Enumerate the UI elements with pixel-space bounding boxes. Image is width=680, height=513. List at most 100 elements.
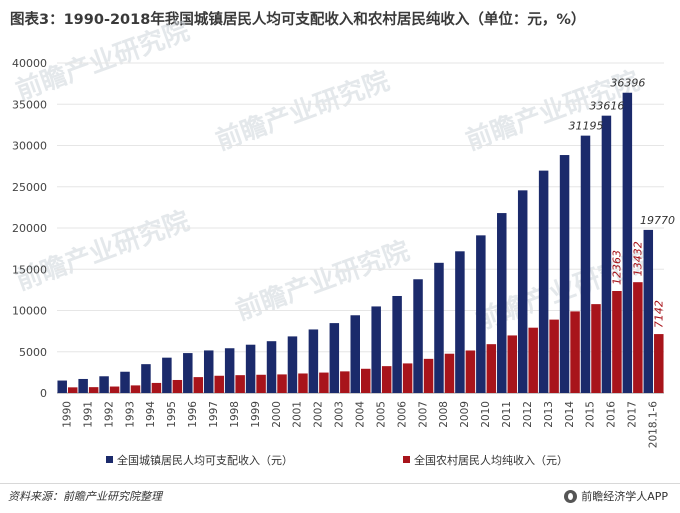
x-tick-label: 2007 [417, 401, 429, 428]
x-tick-label: 1990 [61, 401, 73, 428]
data-label-rural: 13432 [631, 241, 644, 276]
bar-urban [308, 329, 319, 393]
bar-rural [423, 358, 434, 393]
x-axis: 1990 1991 1992 1993 1994 1995 1996 1997 1998 1999… [61, 401, 659, 449]
x-tick-label: 2002 [313, 401, 325, 428]
legend: 全国城镇居民人均可支配收入（元） 全国农村居民人均纯收入（元） [106, 453, 568, 467]
bar-rural [444, 353, 455, 393]
x-tick-label: 1996 [187, 401, 199, 428]
bar-urban [476, 235, 486, 393]
bar-urban [497, 213, 507, 393]
bar-urban [99, 376, 109, 393]
bar-rural [381, 366, 392, 393]
bar-urban [245, 344, 256, 393]
legend-swatch-rural [403, 456, 410, 463]
bar-rural [633, 282, 643, 393]
bar-urban [120, 371, 130, 393]
bar-urban [266, 341, 277, 393]
bar-rural [214, 375, 224, 393]
bar-urban [622, 92, 633, 393]
y-tick-label: 35000 [12, 98, 47, 111]
bar-urban [183, 353, 193, 393]
bar-rural [67, 387, 78, 393]
x-tick-label: 2015 [585, 401, 597, 428]
bar-urban [580, 135, 591, 394]
bar-rural [193, 377, 204, 393]
bar-urban [371, 306, 381, 393]
watermark-text: 前瞻产业研究院 [212, 65, 394, 156]
x-tick-label: 1992 [103, 401, 115, 428]
data-label-rural: 12363 [610, 250, 623, 285]
bar-rural [130, 385, 141, 393]
bar-urban [517, 190, 528, 393]
bar-rural [88, 387, 99, 393]
x-tick-label: 1995 [166, 401, 178, 428]
y-tick-label: 40000 [12, 57, 47, 70]
bar-urban [434, 262, 444, 393]
legend-label-urban: 全国城镇居民人均可支配收入（元） [117, 453, 293, 467]
legend-swatch-urban [106, 456, 113, 463]
y-tick-label: 20000 [12, 222, 47, 235]
bar-urban [455, 251, 465, 393]
x-tick-label: 2011 [501, 401, 513, 428]
bar-rural [277, 374, 287, 393]
bar-urban [559, 155, 570, 393]
footer-divider [0, 483, 680, 484]
watermark-text: 前瞻产业研究院 [12, 205, 194, 296]
y-tick-label: 30000 [12, 140, 47, 153]
bar-rural [340, 371, 350, 393]
bar-rural [151, 382, 162, 393]
bar-rural [109, 386, 120, 393]
x-tick-label: 2006 [396, 401, 408, 428]
watermark-text: 前瞻产业研究院 [232, 235, 414, 326]
x-tick-label: 2014 [564, 401, 576, 428]
bar-urban [287, 336, 298, 393]
bar-urban [643, 229, 654, 393]
bar-urban [78, 378, 88, 393]
bar-rural [507, 335, 518, 393]
x-tick-label: 1998 [229, 401, 241, 428]
bar-rural [528, 327, 538, 393]
bar-urban [392, 295, 402, 393]
data-label-rural: 7142 [652, 300, 665, 328]
data-label-urban: 33616 [589, 100, 624, 113]
y-tick-label: 5000 [19, 346, 47, 359]
x-tick-label: 1993 [124, 401, 136, 428]
data-label-urban: 31195 [568, 120, 603, 133]
bar-rural [591, 304, 601, 393]
bar-urban [162, 357, 172, 393]
x-tick-label: 2009 [459, 401, 471, 428]
bar-rural [465, 350, 476, 393]
data-labels: 31195 33616 36396 19770 12363 13432 7142 [568, 77, 675, 328]
bar-urban [601, 115, 612, 393]
source-note: 资料来源：前瞻产业研究院整理 [8, 490, 162, 503]
y-tick-label: 25000 [12, 181, 47, 194]
x-tick-label: 2008 [438, 401, 450, 428]
y-tick-label: 10000 [12, 305, 47, 318]
y-tick-label: 15000 [12, 263, 47, 276]
x-tick-label: 2018.1-6 [648, 401, 660, 449]
bar-urban [413, 279, 423, 393]
bar-rural [402, 363, 413, 393]
x-tick-label: 2004 [355, 401, 367, 428]
x-tick-label: 1994 [145, 401, 157, 428]
bar-urban [224, 348, 235, 393]
bar-urban [350, 315, 360, 393]
brand-credit[interactable]: 前瞻经济学人APP [564, 488, 668, 504]
bar-urban [329, 323, 340, 393]
x-tick-label: 2012 [522, 401, 534, 428]
bar-rural [361, 368, 371, 393]
x-tick-label: 2017 [627, 401, 639, 428]
x-tick-label: 1991 [82, 401, 94, 428]
bar-rural [654, 334, 664, 393]
bar-rural [549, 319, 559, 393]
bar-urban [141, 364, 151, 393]
chart-title: 图表3：1990-2018年我国城镇居民人均可支配收入和农村居民纯收入（单位：元… [10, 12, 586, 28]
x-tick-label: 2003 [334, 401, 346, 428]
y-tick-label: 0 [40, 387, 47, 400]
data-label-urban: 19770 [640, 214, 675, 227]
bar-rural [612, 291, 622, 393]
bar-rural [256, 374, 266, 393]
x-tick-label: 2001 [292, 401, 304, 428]
